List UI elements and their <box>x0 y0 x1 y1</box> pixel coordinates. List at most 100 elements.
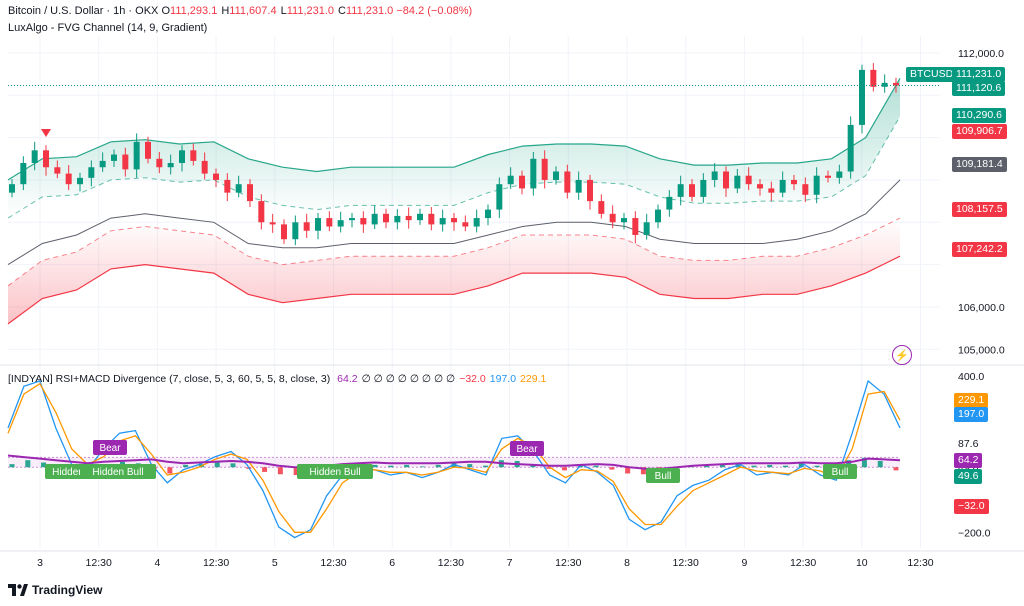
histogram-bar <box>640 467 646 475</box>
ohlc-value-o: 111,293.1 <box>170 5 218 17</box>
mid-line <box>7 179 901 266</box>
time-tick-label: 12:30 <box>203 557 229 569</box>
oscillator-value: 197.0 <box>489 373 517 385</box>
candle-body <box>677 184 684 197</box>
ohlc-key-o: O <box>161 5 171 17</box>
price-label: 109,181.4 <box>952 157 1007 172</box>
signal-text: Bull <box>832 467 849 478</box>
candle-body <box>167 163 174 168</box>
candle-body <box>360 218 367 225</box>
candle-body <box>496 184 503 210</box>
histogram-bar <box>9 464 15 468</box>
price-tick-label: 112,000.0 <box>958 48 1004 60</box>
histogram-bar <box>483 465 489 468</box>
brand[interactable]: TradingView <box>8 583 102 597</box>
histogram-bar <box>814 465 820 468</box>
candle-body <box>700 179 707 197</box>
oscillator-value: 229.1 <box>520 373 547 385</box>
candle-body <box>190 150 197 161</box>
histogram-bar <box>372 464 378 468</box>
upper-dashed-line <box>7 116 901 219</box>
oscillator-title: [INDYAN] RSI+MACD Divergence (7, close, … <box>8 373 331 385</box>
symbol-title: Bitcoin / U.S. Dollar · 1h · OKX <box>8 5 159 17</box>
tradingview-logo-icon <box>8 584 28 596</box>
histogram-bar <box>798 463 804 468</box>
price-label: 110,290.6 <box>952 108 1006 123</box>
upper-band-fill <box>8 78 900 219</box>
symbol-header: Bitcoin / U.S. Dollar · 1h · OKX O111,29… <box>8 5 472 17</box>
symbol-badge: BTCUSD <box>906 67 958 82</box>
candle-body <box>609 213 616 223</box>
candle-body <box>417 213 423 221</box>
signal-badge <box>297 464 373 479</box>
histogram-bar <box>893 467 899 471</box>
oscillator-value-label: 64.2 <box>954 453 983 468</box>
histogram-bar <box>609 467 615 470</box>
candles <box>9 63 899 246</box>
histogram-bar <box>877 460 883 468</box>
lightning-icon[interactable]: ⚡ <box>892 345 912 365</box>
candle-body <box>269 222 276 225</box>
histogram-bar <box>388 465 394 468</box>
histogram-bar <box>751 465 757 468</box>
price-label: 107,242.2 <box>952 242 1007 257</box>
candle-body <box>757 184 763 189</box>
candle-body <box>383 213 389 223</box>
time-tick-label: 5 <box>272 557 278 569</box>
candle-body <box>235 184 242 193</box>
candle-body <box>519 175 525 189</box>
candle-body <box>859 69 865 125</box>
histogram-bar <box>767 464 773 468</box>
candle-body <box>111 154 117 161</box>
candle-body <box>768 188 775 193</box>
oscillator-value-label: 49.6 <box>954 469 983 484</box>
time-axis: 3 12:30 4 12:30 5 12:30 6 12:30 7 12:30 8 12:30 9 12:… <box>37 557 934 569</box>
candle-body <box>893 82 899 86</box>
candle-body <box>179 150 185 164</box>
candle-body <box>813 175 820 195</box>
candle-body <box>337 220 344 227</box>
candle-body <box>122 154 129 170</box>
histogram-bar <box>593 465 599 468</box>
candle-body <box>598 201 605 214</box>
candle-body <box>643 222 650 235</box>
price-tick-label: 106,000.0 <box>958 302 1005 314</box>
time-tick-label: 12:30 <box>907 557 933 569</box>
candle-body <box>462 222 469 227</box>
fast-line <box>7 379 901 539</box>
time-tick-label: 12:30 <box>320 557 346 569</box>
signal-badge <box>823 464 857 479</box>
histogram-bar <box>861 457 867 468</box>
candle-body <box>201 160 208 174</box>
oscillator-value-label: 197.0 <box>954 407 989 422</box>
brand-label: TradingView <box>32 583 103 597</box>
candle-body <box>281 224 287 240</box>
signal-text: Hidden <box>52 467 84 478</box>
time-tick-label: 12:30 <box>438 557 464 569</box>
histogram-bar <box>625 467 631 474</box>
candle-body <box>870 69 877 87</box>
oscillator-value-label: 87.6 <box>958 438 979 450</box>
candle-body <box>9 184 15 193</box>
candle-body <box>689 184 695 197</box>
change-value: −84.2 (−0.08%) <box>396 5 473 17</box>
signal-badge <box>45 464 91 479</box>
candle-body <box>655 209 661 223</box>
ohlc-key-h: H <box>221 5 230 17</box>
candle-body <box>315 218 321 231</box>
signal-label: Bear <box>510 441 544 456</box>
ohlc-key-l: L <box>280 5 287 17</box>
signal-badge <box>80 464 156 479</box>
candle-body <box>371 213 378 225</box>
candle-body <box>439 218 446 225</box>
oscillator-header: [INDYAN] RSI+MACD Divergence (7, close, … <box>8 373 546 385</box>
histogram-bar <box>435 464 441 468</box>
candle-body <box>666 196 673 210</box>
histogram-bar <box>419 466 425 468</box>
candle-body <box>99 160 106 168</box>
candle-body <box>881 82 888 87</box>
signal-label: Hidden <box>45 464 91 479</box>
candle-body <box>779 179 786 193</box>
lower-band-fill <box>8 218 900 324</box>
